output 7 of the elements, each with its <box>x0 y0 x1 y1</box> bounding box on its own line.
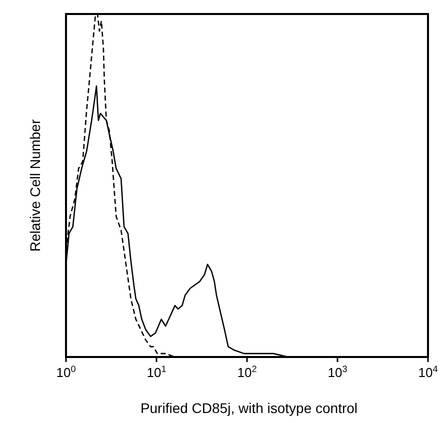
x-tick-label: 10$^{4}$ <box>418 364 438 380</box>
x-tick-label: 10$^{0}$ <box>56 364 76 380</box>
y-axis-title: Relative Cell Number <box>27 119 43 252</box>
x-tick-label: 10$^{3}$ <box>328 364 348 380</box>
x-tick-label: 10$^{2}$ <box>237 364 257 380</box>
x-tick-label: 10$^{1}$ <box>146 364 166 380</box>
x-axis-title: Purified CD85j, with isotype control <box>140 400 358 416</box>
